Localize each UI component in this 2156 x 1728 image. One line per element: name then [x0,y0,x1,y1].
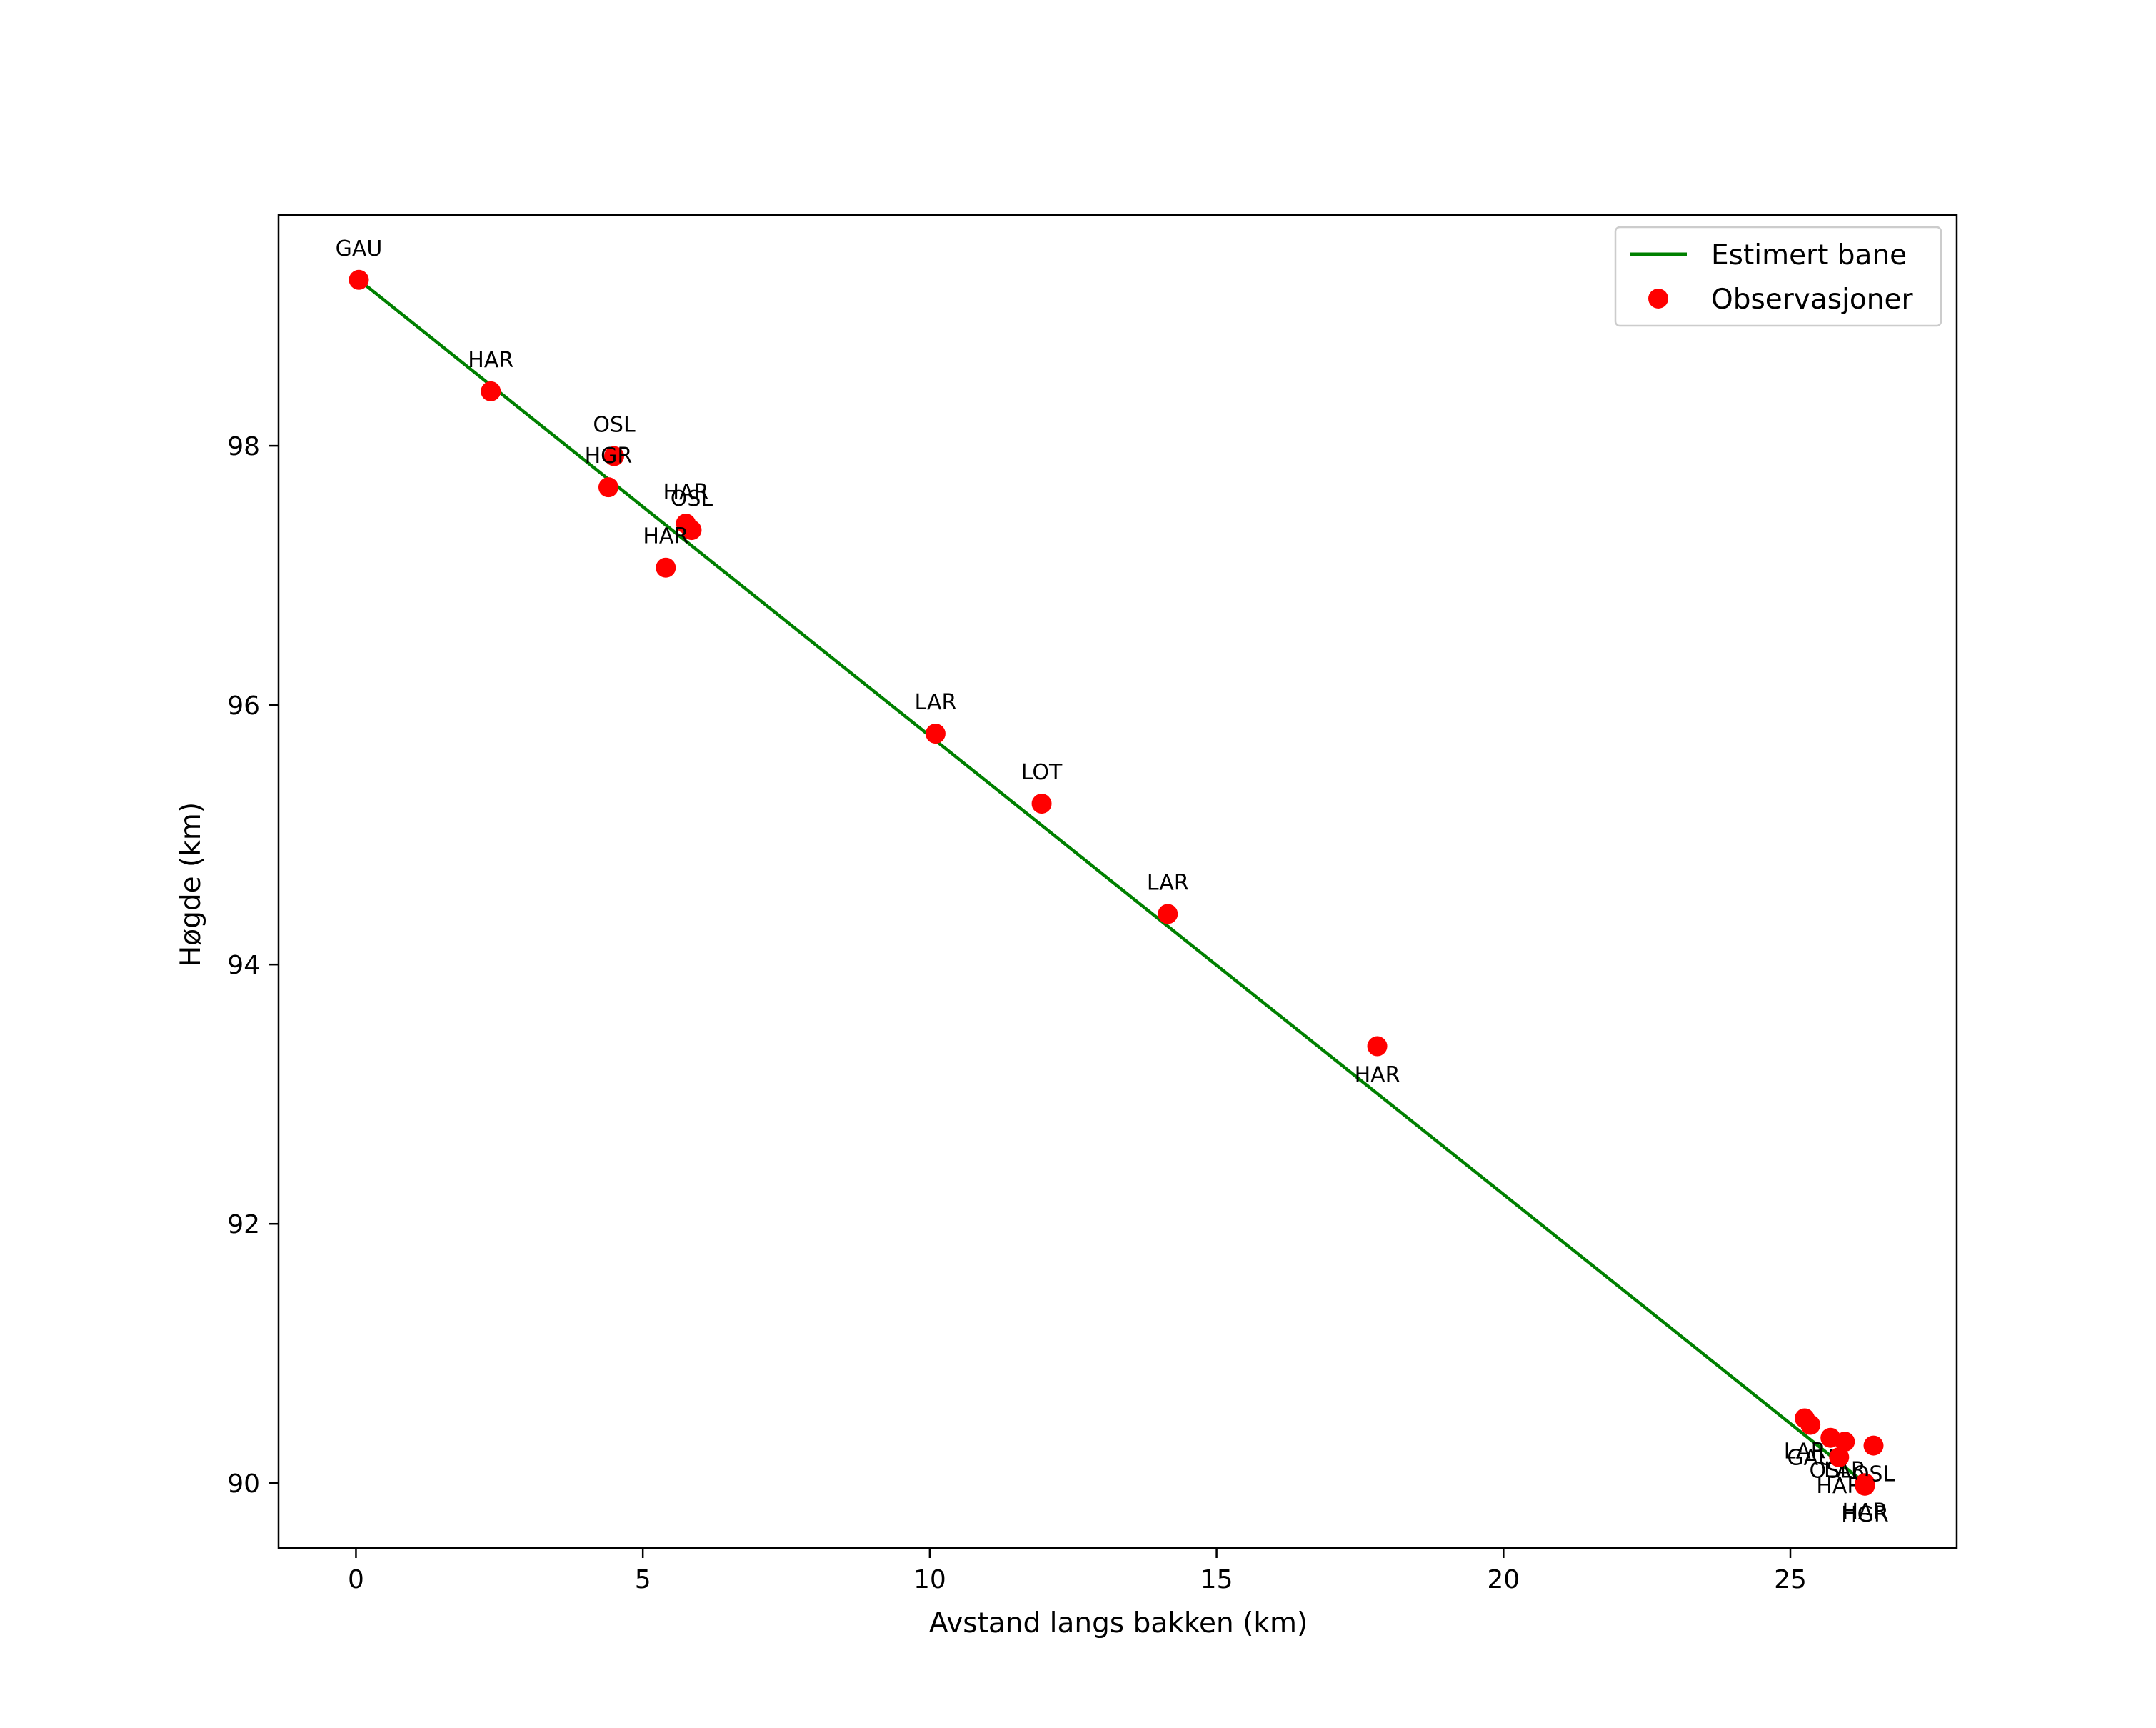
observation-point [925,724,946,744]
observation-point [681,520,702,541]
y-tick-label: 96 [227,691,260,721]
observation-label: HGR [585,444,633,469]
legend-marker-swatch [1648,289,1668,309]
x-tick-label: 0 [348,1565,364,1594]
observation-label: HAR [1355,1063,1400,1088]
observation-label: OSL [593,413,636,438]
observation-point [1158,904,1178,924]
observation-label: GAU [1787,1446,1834,1471]
legend-label-estimert-bane: Estimert bane [1711,239,1907,271]
y-axis-label: Høgde (km) [175,802,207,967]
observation-point [656,557,676,578]
observation-label: HAR [1842,1499,1887,1524]
observation-point [1855,1475,1875,1496]
observation-label: GAU [336,236,383,261]
observation-label: LAR [1784,1439,1826,1464]
axes-frame [277,214,1958,1549]
observation-point [1800,1414,1821,1435]
observation-point [481,381,501,401]
series-layer: GAUHAROSLHGRHAROSLHARLARLOTLARHARLARGAUO… [336,236,1895,1527]
observation-label: HAR [468,348,513,373]
y-tick-label: 98 [227,432,260,461]
axes-layer: 0 5 10 15 20 25 90 92 94 96 98 [227,214,1958,1594]
observation-point [1367,1036,1388,1057]
observation-point [1031,794,1052,814]
observation-label: HAR [663,480,708,505]
observation-label: LOT [1021,760,1063,785]
x-tick-label: 10 [913,1565,946,1594]
legend: Estimert bane Observasjoner [1614,226,1942,327]
x-tick-label: 20 [1487,1565,1520,1594]
x-tick-label: 15 [1200,1565,1233,1594]
observation-label: HAR [1816,1474,1862,1499]
legend-label-observasjoner: Observasjoner [1711,284,1914,316]
observation-point [1829,1447,1850,1467]
observation-label: HGR [1841,1502,1889,1527]
observation-point [604,446,624,466]
legend-box [1614,226,1942,327]
observation-point [1863,1435,1884,1456]
x-axis-label: Avstand langs bakken (km) [929,1607,1308,1639]
observation-label: LAR [915,690,957,715]
y-tick-label: 94 [227,951,260,980]
x-tick-label: 5 [635,1565,651,1594]
x-tick-label: 25 [1774,1565,1807,1594]
observation-point [349,269,369,290]
observation-label: HAR [643,524,688,549]
y-tick-label: 92 [227,1210,260,1239]
observation-point [598,477,618,498]
observation-label: LAR [1147,870,1189,895]
y-tick-label: 90 [227,1469,260,1499]
observation-point [1835,1432,1855,1452]
observation-label: OSL [671,486,713,511]
